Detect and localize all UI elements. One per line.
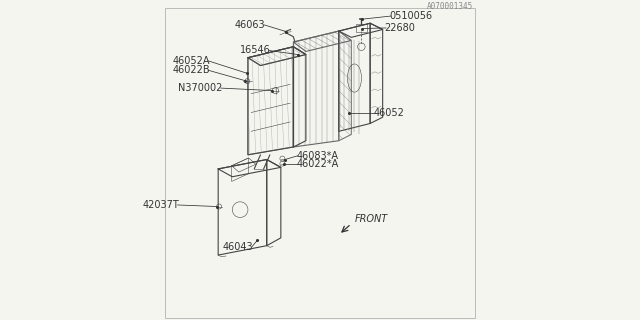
Text: 42037T: 42037T <box>142 200 179 210</box>
Text: 46043: 46043 <box>223 242 253 252</box>
Text: 46052A: 46052A <box>172 56 210 66</box>
Text: 16546: 16546 <box>240 45 271 55</box>
Text: 0510056: 0510056 <box>390 11 433 21</box>
Text: 46083*A: 46083*A <box>296 151 338 161</box>
Text: 46022B: 46022B <box>172 65 210 75</box>
Text: N370002: N370002 <box>178 83 222 93</box>
Text: 22680: 22680 <box>385 23 415 33</box>
Text: A070001345: A070001345 <box>428 2 474 11</box>
Text: FRONT: FRONT <box>355 214 388 224</box>
Text: 46063: 46063 <box>235 20 266 30</box>
Text: 46022*A: 46022*A <box>296 159 339 169</box>
Text: 46052: 46052 <box>373 108 404 117</box>
